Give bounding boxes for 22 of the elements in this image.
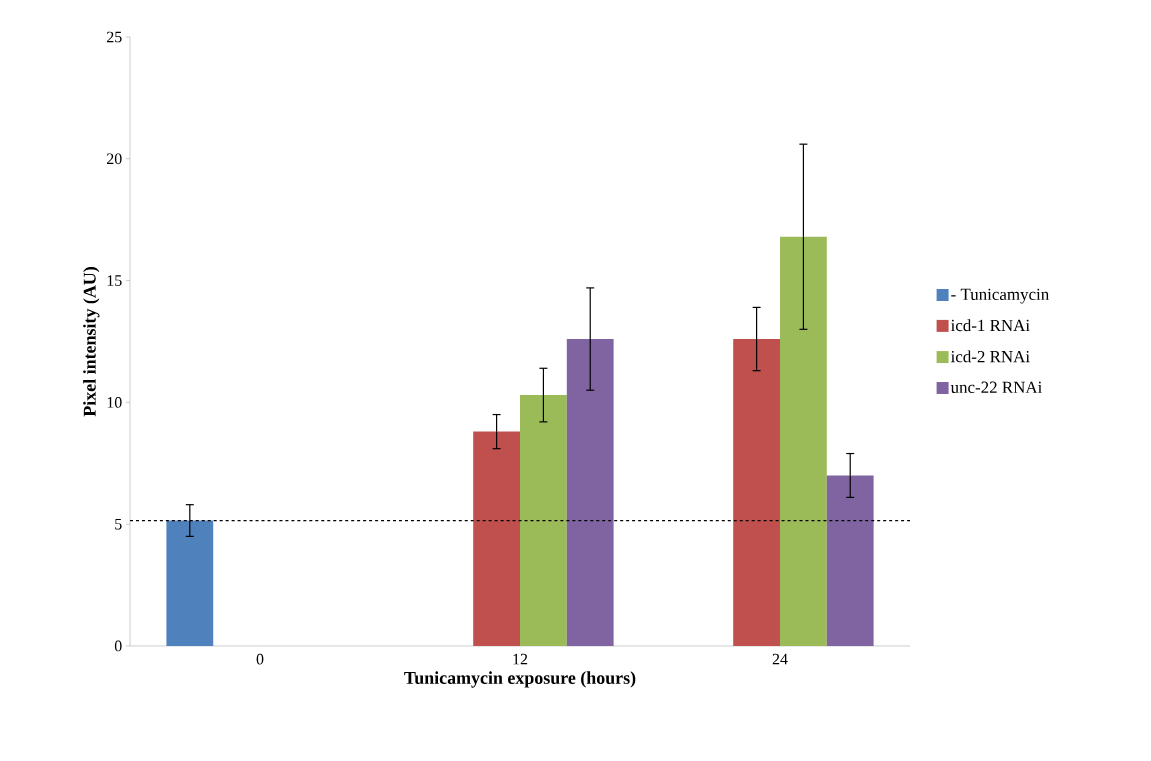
y-tick-label: 0 — [114, 640, 122, 652]
bar — [826, 475, 874, 646]
bar — [473, 431, 521, 646]
bar — [566, 339, 614, 646]
bar — [780, 236, 827, 646]
bar — [520, 395, 567, 646]
legend-label: unc-22 RNAi — [950, 381, 1042, 394]
x-tick-label: 24 — [772, 653, 788, 665]
y-tick-label: 25 — [107, 31, 122, 43]
y-tick-label: 20 — [107, 153, 122, 165]
bar — [166, 520, 214, 646]
y-tick-label: 5 — [115, 518, 122, 530]
x-axis-title: Tunicamycin exposure (hours) — [404, 671, 636, 688]
legend-label: icd-2 RNAi — [950, 350, 1030, 363]
bar — [733, 339, 781, 646]
y-tick-label: 15 — [107, 275, 122, 286]
x-tick-label: 12 — [513, 653, 528, 665]
legend-label: icd-1 RNAi — [950, 319, 1030, 332]
x-tick-label: 0 — [256, 653, 264, 665]
y-tick-label: 10 — [107, 397, 122, 408]
legend-label: - Tunicamycin — [951, 288, 1049, 304]
y-axis-title: Pixel intensity (AU) — [83, 267, 100, 417]
